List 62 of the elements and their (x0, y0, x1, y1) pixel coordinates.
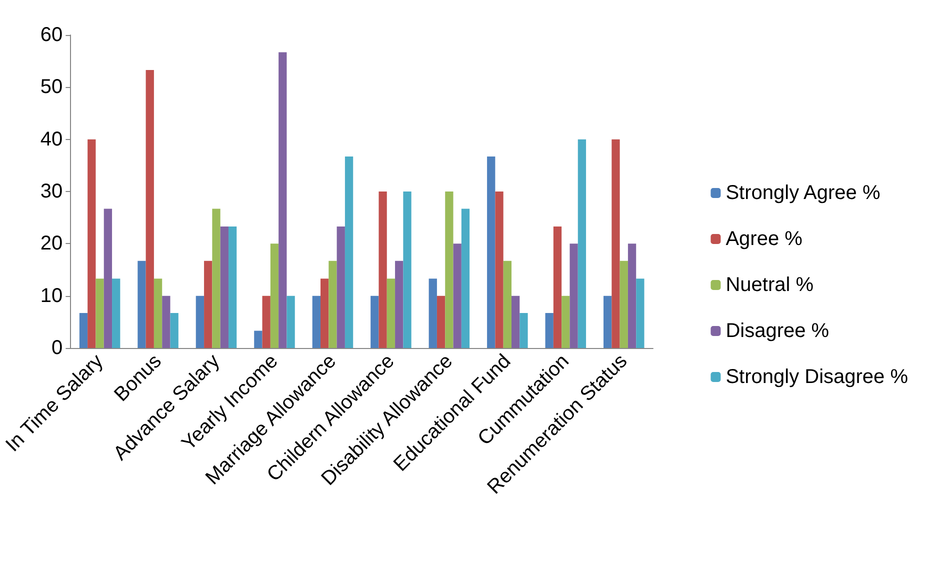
y-tick-label: 50 (40, 76, 63, 98)
bar (112, 278, 120, 348)
bar (386, 278, 396, 348)
y-tick-label: 10 (40, 284, 63, 307)
bar (228, 226, 237, 348)
legend-label: Disagree % (726, 320, 830, 342)
y-tick-label: 0 (52, 337, 63, 359)
y-tick-label: 40 (40, 128, 63, 150)
bar (270, 244, 279, 348)
bar (562, 296, 570, 348)
bar (612, 139, 620, 348)
legend-label: Strongly Agree % (726, 182, 880, 204)
bar (520, 313, 528, 348)
bar (445, 192, 454, 348)
bar (628, 244, 636, 348)
bar (162, 296, 170, 348)
bar (428, 278, 437, 348)
bar (344, 156, 354, 348)
y-tick-label: 60 (40, 24, 63, 46)
bar (88, 139, 96, 348)
bar (511, 296, 520, 348)
bar (154, 278, 162, 348)
bar (620, 260, 628, 348)
legend-label: Strongly Disagree % (726, 366, 908, 388)
bar (212, 208, 220, 348)
bar (395, 260, 404, 348)
bar (604, 296, 612, 348)
bar (286, 296, 295, 348)
legend-label: Nuetral % (726, 274, 814, 296)
bar (545, 313, 554, 348)
bar (220, 226, 228, 348)
bar (461, 208, 470, 348)
bar (320, 278, 329, 348)
bar (328, 260, 337, 348)
bar (312, 296, 320, 348)
bar (495, 192, 504, 348)
bar (403, 192, 412, 348)
bar (570, 244, 578, 348)
bar (503, 260, 512, 348)
bar (636, 278, 644, 348)
bar (278, 52, 287, 348)
bar (204, 260, 212, 348)
bar (336, 226, 345, 348)
legend-label: Agree % (726, 228, 803, 250)
bar (96, 278, 104, 348)
y-tick-label: 20 (40, 232, 63, 255)
bar (254, 330, 262, 348)
bar (453, 244, 462, 348)
bar (553, 226, 562, 348)
bar (487, 156, 496, 348)
bar (578, 139, 586, 348)
bar (370, 296, 379, 348)
bar (79, 313, 88, 348)
bar (436, 296, 446, 348)
y-tick-label: 30 (40, 180, 63, 202)
bar (146, 70, 154, 348)
bar (170, 313, 178, 348)
bar (378, 192, 387, 348)
bar (262, 296, 270, 348)
bar (104, 208, 112, 348)
bar (138, 260, 146, 348)
bar (196, 296, 204, 348)
